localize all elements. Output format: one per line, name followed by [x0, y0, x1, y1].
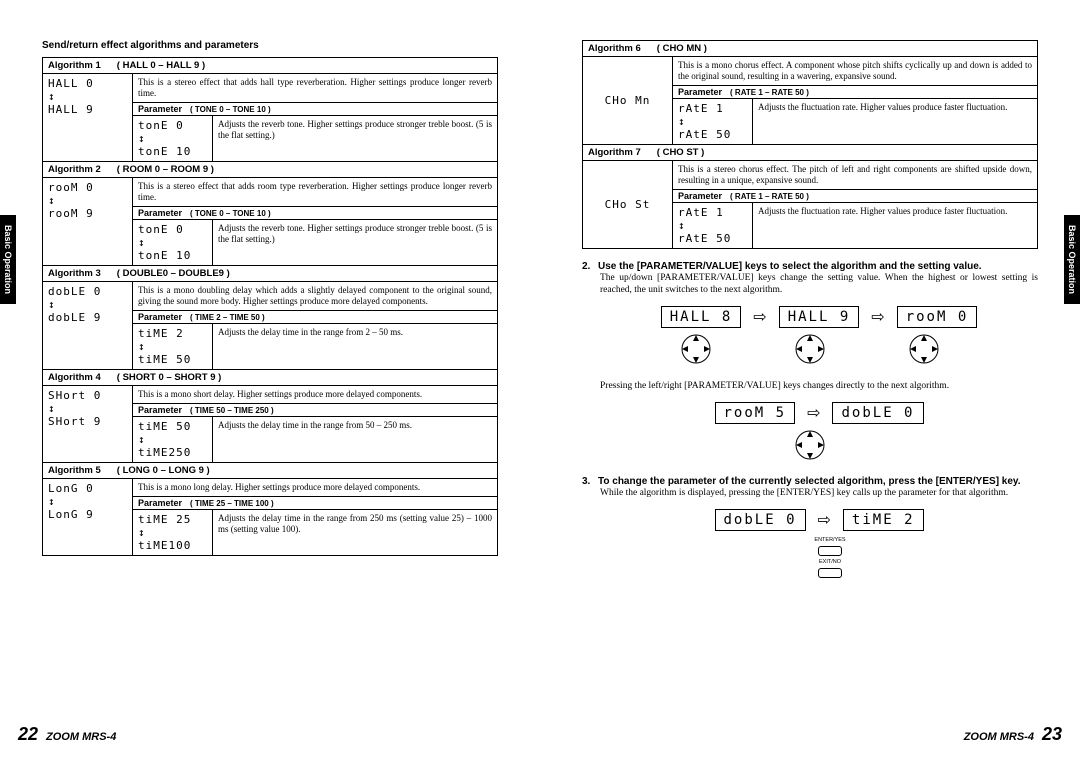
enter-button-icon — [818, 546, 842, 556]
knob-row — [582, 428, 1038, 462]
dpad-icon — [793, 428, 827, 462]
arrow-icon: ⇨ — [753, 307, 766, 327]
left-page: Basic Operation Send/return effect algor… — [0, 0, 540, 765]
display-box: rooM 5 — [715, 402, 796, 424]
display-row-3: dobLE 0 ⇨ tiME 2 — [600, 509, 1038, 531]
param-segment: tiME 2↕tiME 50 — [133, 324, 213, 370]
step2-body2: Pressing the left/right [PARAMETER/VALUE… — [600, 380, 1038, 392]
segment-display: HALL 0↕HALL 9 — [43, 74, 133, 162]
algo-header: Algorithm 4( SHORT 0 – SHORT 9 ) — [43, 370, 498, 386]
param-header: Parameter( TIME 25 – TIME 100 ) — [133, 497, 498, 510]
arrow-icon: ⇨ — [818, 510, 831, 530]
arrow-icon: ⇨ — [807, 403, 820, 423]
display-box: rooM 0 — [897, 306, 978, 328]
knob-row — [582, 332, 1038, 366]
param-header: Parameter( TONE 0 – TONE 10 ) — [133, 103, 498, 116]
right-page: Basic Operation Algorithm 6( CHO MN )CHo… — [540, 0, 1080, 765]
step2-title: 2.Use the [PARAMETER/VALUE] keys to sele… — [582, 261, 1038, 272]
param-segment: rAtE 1↕rAtE 50 — [673, 99, 753, 145]
dpad-icon — [679, 332, 713, 366]
algo-header: Algorithm 5( LONG 0 – LONG 9 ) — [43, 463, 498, 479]
arrow-icon: ⇨ — [871, 307, 884, 327]
segment-display: LonG 0↕LonG 9 — [43, 479, 133, 556]
param-header: Parameter( TIME 2 – TIME 50 ) — [133, 311, 498, 324]
enter-label: ENTER/YES — [814, 537, 845, 543]
segment-display: dobLE 0↕dobLE 9 — [43, 282, 133, 370]
param-header: Parameter( RATE 1 – RATE 50 ) — [673, 190, 1038, 203]
segment-display: CHo St — [583, 161, 673, 249]
section-title: Send/return effect algorithms and parame… — [42, 40, 498, 51]
side-tab-right: Basic Operation — [1064, 215, 1080, 304]
param-header: Parameter( RATE 1 – RATE 50 ) — [673, 86, 1038, 99]
algo-description: This is a mono doubling delay which adds… — [133, 282, 498, 311]
display-box: HALL 8 — [661, 306, 742, 328]
algo-header: Algorithm 3( DOUBLE0 – DOUBLE9 ) — [43, 266, 498, 282]
param-segment: tiME 50↕tiME250 — [133, 417, 213, 463]
param-segment: tonE 0↕tonE 10 — [133, 220, 213, 266]
page-number: 23 — [1042, 724, 1062, 745]
step2-body1: The up/down [PARAMETER/VALUE] keys chang… — [600, 272, 1038, 296]
param-description: Adjusts the delay time in the range from… — [213, 417, 498, 463]
algo-description: This is a mono short delay. Higher setti… — [133, 386, 498, 404]
segment-display: CHo Mn — [583, 57, 673, 145]
algo-header: Algorithm 2( ROOM 0 – ROOM 9 ) — [43, 162, 498, 178]
dpad-icon — [793, 332, 827, 366]
algo-header: Algorithm 7( CHO ST ) — [583, 145, 1038, 161]
model-name: ZOOM MRS-4 — [46, 731, 116, 743]
param-segment: tonE 0↕tonE 10 — [133, 116, 213, 162]
footer-left: 22 ZOOM MRS-4 — [18, 724, 116, 745]
param-header: Parameter( TIME 50 – TIME 250 ) — [133, 404, 498, 417]
param-description: Adjusts the delay time in the range from… — [213, 324, 498, 370]
display-box: dobLE 0 — [832, 402, 923, 424]
dpad-icon — [907, 332, 941, 366]
button-diagram: ENTER/YES EXIT/NO — [622, 537, 1038, 578]
algo-description: This is a mono long delay. Higher settin… — [133, 479, 498, 497]
algo-header: Algorithm 6( CHO MN ) — [583, 41, 1038, 57]
algo-description: This is a stereo chorus effect. The pitc… — [673, 161, 1038, 190]
page-number: 22 — [18, 724, 38, 745]
display-box: HALL 9 — [779, 306, 860, 328]
segment-display: SHort 0↕SHort 9 — [43, 386, 133, 463]
param-segment: tiME 25↕tiME100 — [133, 510, 213, 556]
algorithm-table-left: Algorithm 1( HALL 0 – HALL 9 )HALL 0↕HAL… — [42, 57, 498, 556]
display-box: dobLE 0 — [715, 509, 806, 531]
exit-button-icon — [818, 568, 842, 578]
param-description: Adjusts the reverb tone. Higher settings… — [213, 220, 498, 266]
step3-body: While the algorithm is displayed, pressi… — [600, 487, 1038, 499]
exit-label: EXIT/NO — [819, 559, 841, 565]
algo-description: This is a mono chorus effect. A componen… — [673, 57, 1038, 86]
param-description: Adjusts the delay time in the range from… — [213, 510, 498, 556]
algo-description: This is a stereo effect that adds room t… — [133, 178, 498, 207]
param-description: Adjusts the fluctuation rate. Higher val… — [753, 99, 1038, 145]
algo-header: Algorithm 1( HALL 0 – HALL 9 ) — [43, 58, 498, 74]
algorithm-table-right: Algorithm 6( CHO MN )CHo MnThis is a mon… — [582, 40, 1038, 249]
footer-right: ZOOM MRS-4 23 — [964, 724, 1062, 745]
display-row-1: HALL 8 ⇨ HALL 9 ⇨ rooM 0 — [600, 306, 1038, 328]
display-box: tiME 2 — [843, 509, 924, 531]
model-name: ZOOM MRS-4 — [964, 731, 1034, 743]
side-tab-left: Basic Operation — [0, 215, 16, 304]
param-description: Adjusts the reverb tone. Higher settings… — [213, 116, 498, 162]
param-header: Parameter( TONE 0 – TONE 10 ) — [133, 207, 498, 220]
algo-description: This is a stereo effect that adds hall t… — [133, 74, 498, 103]
param-segment: rAtE 1↕rAtE 50 — [673, 203, 753, 249]
segment-display: rooM 0↕rooM 9 — [43, 178, 133, 266]
param-description: Adjusts the fluctuation rate. Higher val… — [753, 203, 1038, 249]
step3-title: 3.To change the parameter of the current… — [582, 476, 1038, 487]
display-row-2: rooM 5 ⇨ dobLE 0 — [600, 402, 1038, 424]
